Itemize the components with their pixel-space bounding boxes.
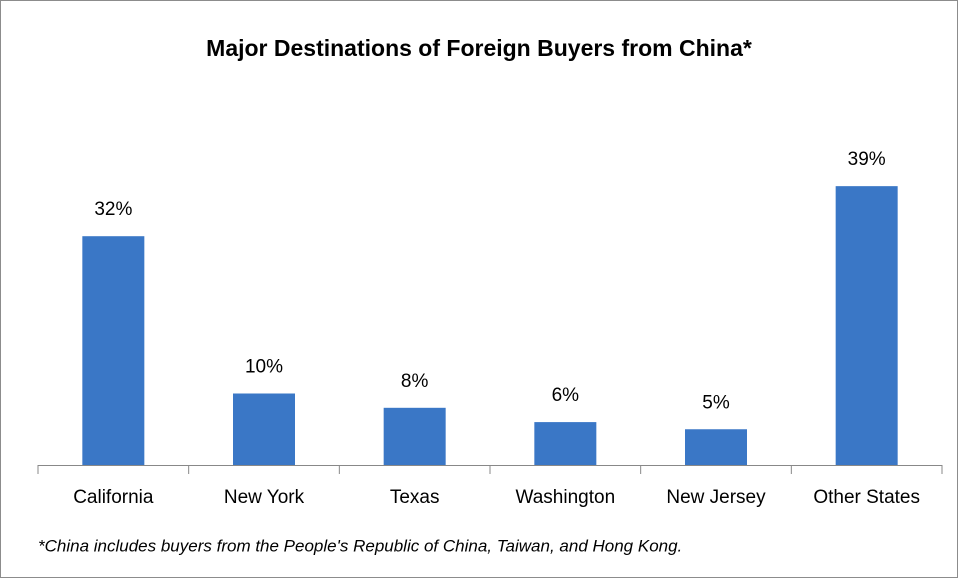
bar [534, 422, 597, 465]
bar [685, 429, 747, 465]
value-label: 32% [94, 199, 132, 220]
bar [383, 407, 446, 465]
bar [835, 186, 898, 465]
bar [233, 393, 295, 465]
x-tick-label: Other States [813, 487, 920, 508]
value-label: 8% [401, 371, 429, 392]
footnote: *China includes buyers from the People's… [38, 536, 682, 555]
x-tick-label: Texas [390, 487, 440, 508]
bar [82, 236, 145, 465]
x-tick-label: California [73, 487, 154, 508]
value-label: 10% [245, 357, 283, 378]
x-tick-label: Washington [516, 487, 616, 508]
x-tick-label: New York [224, 487, 305, 508]
value-label: 5% [702, 392, 730, 413]
chart-title: Major Destinations of Foreign Buyers fro… [206, 35, 752, 61]
x-tick-label: New Jersey [666, 487, 766, 508]
value-label: 6% [552, 385, 580, 406]
value-label: 39% [848, 149, 886, 170]
